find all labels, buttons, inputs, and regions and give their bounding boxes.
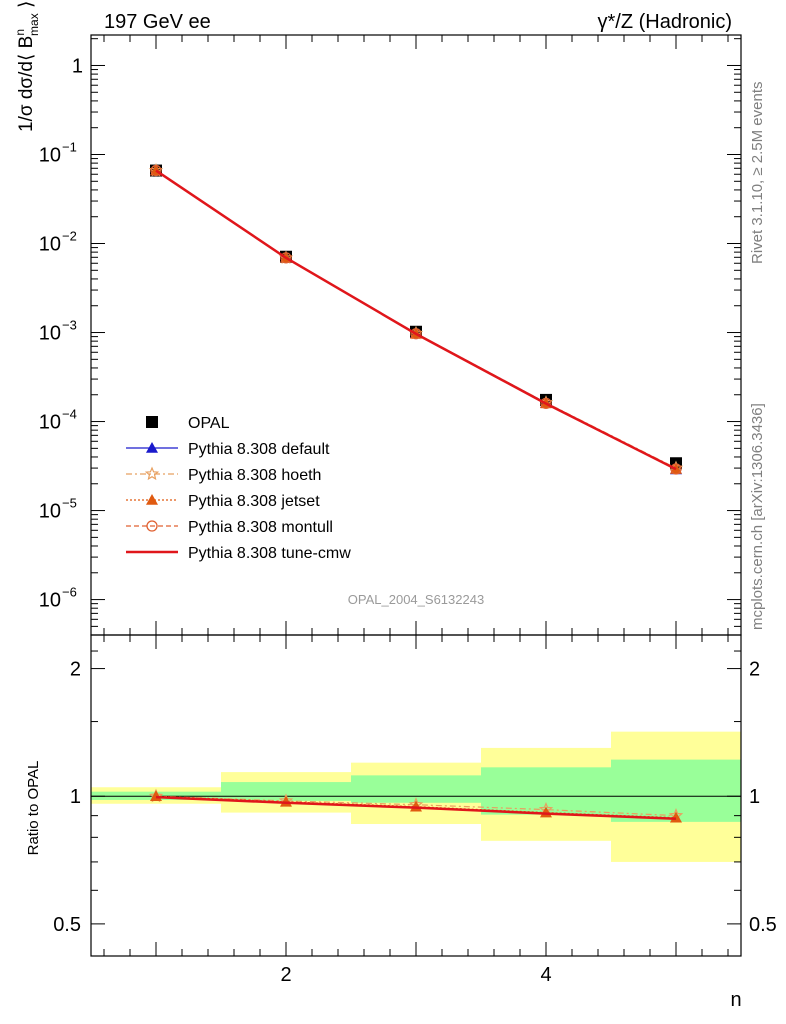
- rivet-version-label: Rivet 3.1.10, ≥ 2.5M events: [749, 82, 766, 265]
- main-series-line-pythia-8-308-hoeth: [155, 170, 677, 469]
- main-plot-panel: 110−110−210−310−410−510−6: [39, 34, 742, 636]
- legend-marker-opal: [146, 416, 158, 428]
- legend-label-pythia-8-308-default: Pythia 8.308 default: [188, 441, 330, 458]
- main-ytick-exponent: −4: [62, 407, 77, 422]
- main-point-pythia-8-308-montull: [670, 463, 682, 475]
- main-ytick-exponent: −6: [62, 585, 77, 600]
- legend: OPAL Pythia 8.308 default Pythia 8.308 hoe…: [126, 415, 351, 562]
- legend-marker-pythia-8-308-jetset: [146, 494, 158, 505]
- main-point-pythia-8-308-montull: [410, 328, 422, 340]
- ratio-band-green: [611, 759, 741, 822]
- ratio-ytick-label-right: 2: [749, 659, 760, 681]
- main-point-pythia-8-308-montull: [280, 252, 292, 264]
- ratio-ytick-label-right: 0.5: [749, 914, 777, 936]
- analysis-id-label: OPAL_2004_S6132243: [348, 592, 484, 607]
- header-process-left: 197 GeV ee: [104, 11, 211, 33]
- ratio-plot-panel: 2 4 2 2 1 1 0.5 0.5: [53, 634, 777, 986]
- ratio-series-line-pythia-8-308-hoeth: [155, 795, 677, 817]
- main-ylabel: 1/σ dσ/d⟨ Bnmax ⟩: [13, 1, 41, 132]
- mcplots-label: mcplots.cern.ch [arXiv:1306.3436]: [749, 403, 766, 630]
- header-process-right: γ*/Z (Hadronic): [598, 11, 732, 33]
- ratio-series-line-pythia-8-308-tune-cmw: [155, 795, 677, 820]
- main-ytick-label: 10: [39, 501, 61, 523]
- x-axis-label: n: [730, 989, 741, 1011]
- main-ytick-exponent: −1: [62, 139, 77, 154]
- ratio-ytick-label: 2: [70, 659, 81, 681]
- main-series-line-pythia-8-308-montull: [155, 170, 677, 470]
- main-ytick-label: 10: [39, 590, 61, 612]
- main-ytick-label: 10: [39, 234, 61, 256]
- main-series-line-pythia-8-308-tune-cmw: [155, 169, 677, 471]
- main-series-line-pythia-8-308-jetset: [155, 170, 677, 470]
- legend-label-pythia-8-308-tune-cmw: Pythia 8.308 tune-cmw: [188, 545, 351, 562]
- legend-label-pythia-8-308-jetset: Pythia 8.308 jetset: [188, 493, 320, 510]
- main-ytick-exponent: −3: [62, 318, 77, 333]
- main-ytick-exponent: −2: [62, 229, 77, 244]
- legend-label-pythia-8-308-montull: Pythia 8.308 montull: [188, 519, 333, 536]
- main-ytick-label: 10: [39, 412, 61, 434]
- ratio-ylabel: Ratio to OPAL: [25, 761, 42, 856]
- legend-marker-pythia-8-308-montull: [146, 520, 158, 532]
- main-point-pythia-8-308-montull: [150, 164, 162, 177]
- xtick-label: 4: [540, 964, 551, 986]
- ratio-ytick-label: 0.5: [53, 914, 81, 936]
- ratio-ytick-label-right: 1: [749, 786, 760, 808]
- main-ytick-label: 10: [39, 144, 61, 166]
- legend-marker-pythia-8-308-default: [146, 442, 158, 453]
- xtick-label: 2: [280, 964, 291, 986]
- legend-marker-pythia-8-308-hoeth: [144, 466, 160, 481]
- main-series-line-pythia-8-308-default: [155, 170, 677, 470]
- legend-label-opal: OPAL: [188, 415, 230, 432]
- main-ytick-label: 1: [72, 55, 83, 77]
- ratio-ytick-label: 1: [70, 786, 81, 808]
- main-ytick-label: 10: [39, 323, 61, 345]
- main-ytick-exponent: −5: [62, 496, 77, 511]
- legend-label-pythia-8-308-hoeth: Pythia 8.308 hoeth: [188, 467, 321, 484]
- main-point-pythia-8-308-montull: [540, 397, 552, 410]
